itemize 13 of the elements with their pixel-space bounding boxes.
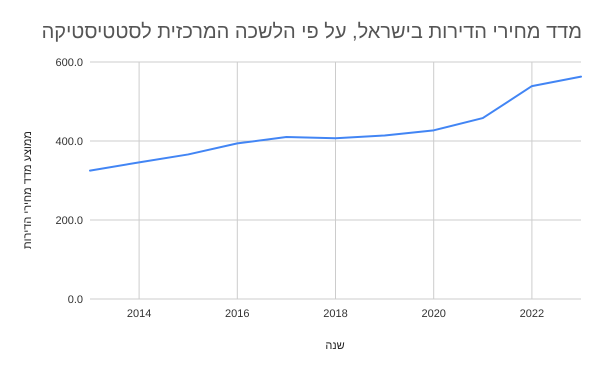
x-axis-title: שנה — [325, 340, 345, 352]
x-tick-label: 2016 — [225, 308, 250, 320]
y-tick-label: 0.0 — [68, 294, 83, 306]
x-tick-label: 2018 — [323, 308, 348, 320]
y-axis-title: ממוצע מדד מחירי הדירות — [22, 131, 34, 249]
y-tick-label: 400.0 — [55, 136, 83, 148]
y-tick-label: 600.0 — [55, 57, 83, 69]
y-tick-label: 200.0 — [55, 215, 83, 227]
x-tick-label: 2020 — [421, 308, 446, 320]
chart-title: מדד מחירי הדירות בישראל, על פי הלשכה המרכזית לסטטיסטיקה — [42, 21, 582, 43]
line-series — [89, 76, 582, 172]
x-tick-label: 2014 — [126, 308, 152, 320]
x-tick-label: 2022 — [520, 308, 544, 320]
